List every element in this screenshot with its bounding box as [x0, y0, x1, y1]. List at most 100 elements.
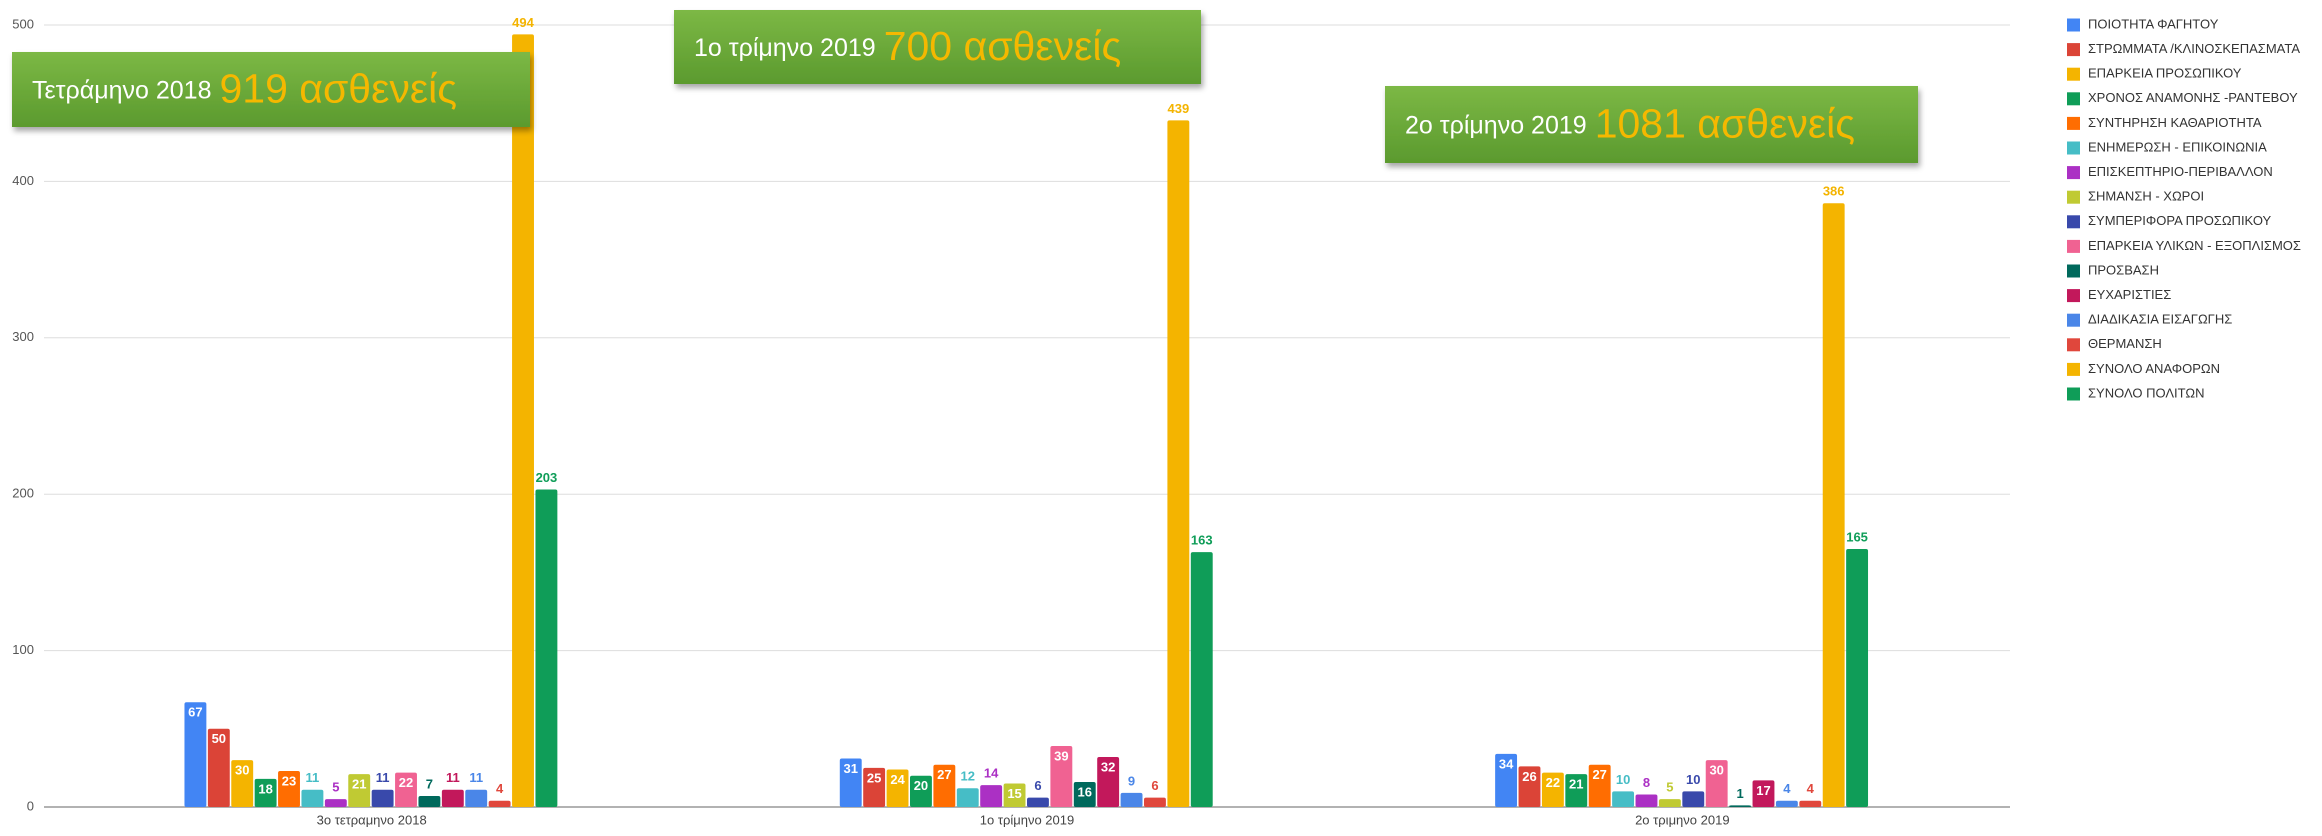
data-label: 7 [426, 776, 433, 791]
data-label: 21 [352, 777, 366, 792]
bar [863, 767, 886, 807]
bar [348, 774, 371, 807]
annotation-highlight: 1081 ασθενείς [1595, 100, 1855, 146]
data-label: 6 [1034, 778, 1041, 793]
x-tick-label: 1ο τρίμηνο 2019 [980, 812, 1074, 827]
annotation: 1ο τρίμηνο 2019 700 ασθενείς [694, 23, 1121, 69]
data-label: 4 [1783, 781, 1791, 796]
legend-swatch [2067, 239, 2080, 253]
data-label: 24 [890, 772, 905, 787]
bar [231, 760, 254, 807]
data-label: 10 [1686, 772, 1700, 787]
bar [278, 771, 300, 807]
bar [1495, 753, 1518, 807]
data-label: 11 [306, 770, 320, 785]
bar [207, 728, 230, 807]
annotation: Τετράμηνο 2018 919 ασθενείς [32, 65, 457, 111]
legend-swatch [2067, 264, 2080, 278]
data-label: 26 [1522, 769, 1536, 784]
data-label: 27 [937, 767, 951, 782]
bar [1846, 548, 1869, 807]
data-label: 6 [1151, 778, 1158, 793]
data-label: 22 [1546, 775, 1560, 790]
y-tick-label: 500 [12, 16, 34, 31]
legend-swatch [2067, 362, 2080, 376]
bar [1705, 760, 1728, 807]
bar [956, 788, 979, 807]
bar [1518, 766, 1541, 807]
annotation-box [1385, 86, 1918, 163]
data-label: 30 [235, 763, 249, 778]
bar [1635, 794, 1658, 807]
legend-swatch [2067, 166, 2080, 180]
bar [1167, 120, 1190, 808]
bar [1729, 805, 1752, 807]
data-label: 11 [446, 770, 460, 785]
legend-label: ΕΥΧΑΡΙΣΤΙΕΣ [2088, 287, 2171, 302]
bar [1190, 552, 1213, 807]
data-label: 203 [536, 470, 558, 485]
legend-label: ΔΙΑΔΙΚΑΣΙΑ ΕΙΣΑΓΩΓΗΣ [2088, 312, 2232, 327]
x-tick-label: 2ο τριμηνο 2019 [1635, 812, 1729, 827]
bar [1799, 800, 1822, 807]
legend-label: ΘΕΡΜΑΝΣΗ [2088, 336, 2162, 351]
legend-label: ΣΗΜΑΝΣΗ - ΧΩΡΟΙ [2088, 189, 2204, 204]
legend-swatch [2067, 116, 2080, 130]
bar [1752, 780, 1775, 807]
annotation-highlight: 700 ασθενείς [884, 23, 1122, 69]
bar [886, 769, 909, 807]
bar [1658, 799, 1681, 807]
legend-label: ΠΡΟΣΒΑΣΗ [2088, 262, 2159, 277]
data-label: 386 [1823, 184, 1845, 199]
data-label: 439 [1167, 101, 1189, 116]
data-label: 25 [867, 770, 881, 785]
annotation-highlight: 919 ασθενείς [220, 65, 458, 111]
data-label: 32 [1101, 759, 1115, 774]
data-label: 14 [984, 766, 999, 781]
y-tick-label: 100 [12, 642, 34, 657]
data-label: 165 [1846, 529, 1868, 544]
bar [839, 758, 862, 807]
legend-label: ΣΤΡΩΜΜΑΤΑ /ΚΛΙΝΟΣΚΕΠΑΣΜΑΤΑ [2088, 41, 2300, 56]
bar [371, 789, 394, 807]
legend-swatch [2067, 215, 2080, 229]
legend-swatch [2067, 190, 2080, 204]
bar [535, 489, 558, 807]
data-label: 494 [512, 15, 534, 30]
bar [1097, 756, 1120, 807]
y-tick-label: 400 [12, 173, 34, 188]
data-label: 16 [1078, 784, 1092, 799]
bar [1541, 772, 1564, 807]
annotation-text: Τετράμηνο 2018 [32, 76, 212, 104]
annotation-box [12, 52, 530, 127]
annotation-text: 2ο τρίμηνο 2019 [1405, 111, 1587, 139]
annotation-box [674, 10, 1201, 84]
bar [465, 789, 488, 807]
data-label: 30 [1709, 763, 1723, 778]
legend-swatch [2067, 141, 2080, 155]
legend-swatch [2067, 289, 2080, 303]
data-label: 5 [332, 780, 339, 795]
bar [1565, 774, 1588, 807]
bar [324, 799, 347, 807]
legend-label: ΕΠΙΣΚΕΠΤΗΡΙΟ-ΠΕΡΙΒΑΛΛΟΝ [2088, 164, 2273, 179]
bar [933, 764, 956, 807]
data-label: 10 [1616, 772, 1630, 787]
legend-swatch [2067, 43, 2080, 57]
legend-swatch [2067, 67, 2080, 81]
bar [910, 775, 932, 807]
x-tick-label: 3ο τετραμηνο 2018 [317, 812, 427, 827]
legend-label: ΣΥΝΤΗΡΗΣΗ ΚΑΘΑΡΙΟΤΗΤΑ [2088, 115, 2262, 130]
data-label: 31 [844, 761, 858, 776]
annotation: 2ο τρίμηνο 2019 1081 ασθενείς [1405, 100, 1855, 146]
legend-label: ΕΝΗΜΕΡΩΣΗ - ΕΠΙΚΟΙΝΩΝΙΑ [2088, 139, 2267, 154]
bar [1682, 791, 1705, 807]
legend-label: ΧΡΟΝΟΣ ΑΝΑΜΟΝΗΣ -ΡΑΝΤΕΒΟΥ [2088, 90, 2298, 105]
data-label: 21 [1569, 777, 1583, 792]
legend-label: ΠΟΙΟΤΗΤΑ ΦΑΓΗΤΟΥ [2088, 16, 2219, 31]
legend-label: ΣΥΜΠΕΡΙΦΟΡΑ ΠΡΟΣΩΠΙΚΟΥ [2088, 213, 2272, 228]
bar [512, 34, 534, 808]
legend-label: ΕΠΑΡΚΕΙΑ ΥΛΙΚΩΝ - ΕΞΟΠΛΙΣΜΟΣ [2088, 238, 2301, 253]
data-label: 8 [1643, 775, 1650, 790]
